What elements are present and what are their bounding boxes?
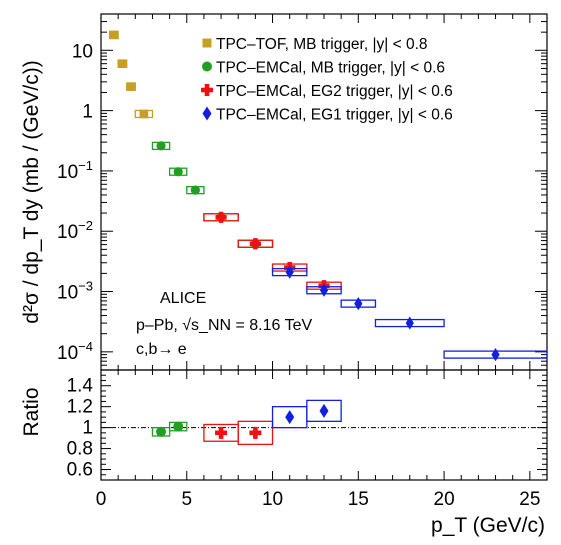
y-tick-label: 10−3 xyxy=(57,279,93,304)
upper-axis-ticks: 10−4 10−3 10−2 10−1 1 10 xyxy=(57,13,548,371)
ratio-cross-point xyxy=(249,426,262,439)
upper-data-marks xyxy=(108,30,548,362)
x-tick-label: 25 xyxy=(519,489,540,510)
x-tick-label: 15 xyxy=(348,489,369,510)
legend-cross-marker xyxy=(201,84,213,96)
process-label: c,b→ e xyxy=(136,341,187,358)
lower-plot-frame xyxy=(100,369,548,481)
upper-y-axis-title: d²σ / dp_T dy (mb / (GeV/c)) xyxy=(20,60,43,323)
ratio-circle-point xyxy=(156,426,167,437)
legend-square-marker xyxy=(202,38,212,48)
lower-axis-ticks: 0 5 10 15 20 25 0.60.811.21.4 xyxy=(67,369,548,510)
square-point xyxy=(118,59,127,68)
lower-data-marks xyxy=(151,399,342,446)
circle-point xyxy=(156,141,166,151)
diamond-point xyxy=(354,297,363,311)
cross-point xyxy=(215,211,227,223)
cross-point xyxy=(249,238,261,250)
x-tick-label: 5 xyxy=(181,489,192,510)
y-tick-label: 10−1 xyxy=(57,158,93,183)
axis-titles: d²σ / dp_T dy (mb / (GeV/c)) Ratio p_T (Ge… xyxy=(20,60,545,537)
legend-circle-marker xyxy=(202,61,212,72)
experiment-label: ALICE xyxy=(160,290,206,307)
y-tick-label: 1 xyxy=(82,102,93,123)
legend-label: TPC–EMCal, EG1 trigger, |y| < 0.6 xyxy=(216,107,453,124)
ratio-y-tick-label: 1 xyxy=(82,418,93,439)
legend-label: TPC–TOF, MB trigger, |y| < 0.8 xyxy=(216,36,428,53)
x-tick-label: 20 xyxy=(434,489,455,510)
y-tick-label: 10 xyxy=(72,41,93,62)
ratio-diamond-point xyxy=(319,403,329,418)
square-point xyxy=(109,30,119,40)
square-point xyxy=(126,82,136,91)
ratio-y-tick-label: 0.8 xyxy=(67,439,93,460)
diamond-point xyxy=(491,348,500,362)
legend: TPC–TOF, MB trigger, |y| < 0.8 TPC–EMCal,… xyxy=(201,36,453,124)
collision-system-label: p–Pb, √s_NN = 8.16 TeV xyxy=(136,317,312,334)
ratio-cross-point xyxy=(215,426,228,439)
y-tick-label: 10−2 xyxy=(57,218,93,243)
diamond-point xyxy=(285,265,294,279)
annotations: ALICE p–Pb, √s_NN = 8.16 TeV c,b→ e xyxy=(136,290,312,358)
circle-point xyxy=(190,185,200,195)
ratio-syst-box xyxy=(306,399,342,422)
x-axis-title: p_T (GeV/c) xyxy=(431,514,545,537)
circle-point xyxy=(173,167,183,177)
ratio-circle-point xyxy=(173,421,184,432)
legend-diamond-marker xyxy=(202,106,212,121)
diamond-point xyxy=(319,283,329,297)
legend-label: TPC–EMCal, EG2 trigger, |y| < 0.6 xyxy=(216,83,453,100)
ratio-syst-box xyxy=(237,420,274,446)
x-tick-label: 0 xyxy=(96,489,107,510)
x-tick-label: 10 xyxy=(262,489,283,510)
ratio-y-tick-label: 1.4 xyxy=(67,376,94,397)
diamond-point xyxy=(405,316,414,330)
y-tick-label: 10−4 xyxy=(57,339,93,364)
ratio-y-axis-title: Ratio xyxy=(20,387,43,436)
ratio-y-tick-label: 1.2 xyxy=(67,397,93,418)
ratio-y-tick-label: 0.6 xyxy=(67,460,93,481)
square-point xyxy=(139,109,149,119)
legend-label: TPC–EMCal, MB trigger, |y| < 0.6 xyxy=(216,60,445,77)
ratio-diamond-point xyxy=(285,410,295,425)
